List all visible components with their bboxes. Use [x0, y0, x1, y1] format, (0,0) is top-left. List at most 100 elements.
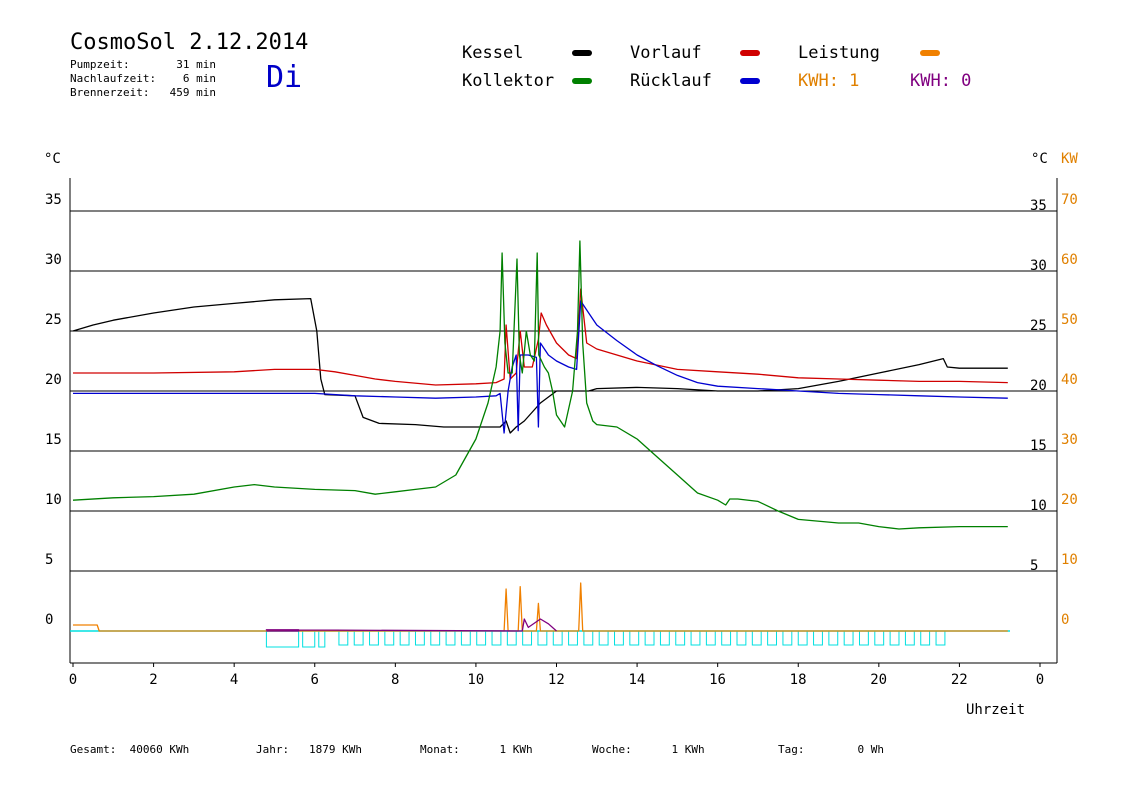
x-tick-label: 20 [870, 672, 888, 688]
baseline-pulse [537, 630, 548, 646]
stat-label: Pumpzeit: [70, 58, 130, 71]
y-tick-right-kw: 70 [1061, 192, 1078, 208]
baseline-pulse [583, 630, 594, 646]
right-axis-unit-c: °C [1031, 151, 1048, 167]
legend-kessel-swatch [572, 50, 592, 56]
series-kollektor [72, 240, 1008, 530]
weekday-label: Di [266, 60, 303, 95]
y-tick-right-c: 30 [1030, 258, 1047, 274]
baseline-pulse [522, 630, 533, 646]
legend-leistung-swatch [920, 50, 940, 56]
y-tick-left: 0 [45, 612, 54, 628]
y-tick-right-kw: 0 [1061, 612, 1070, 628]
x-tick-label: 18 [789, 672, 807, 688]
y-tick-left: 25 [45, 312, 62, 328]
baseline-pulse [782, 630, 793, 646]
footer-jahr: Jahr: 1879 KWh [256, 743, 362, 756]
baseline-pulse [318, 630, 326, 648]
footer-monat: Monat: 1 KWh [420, 743, 533, 756]
footer-value: 1 KWh [671, 743, 705, 756]
series-vorlauf [73, 288, 1008, 386]
x-tick-label: 0 [1035, 672, 1045, 688]
series-leistung [73, 582, 1008, 632]
baseline-pulse [858, 630, 869, 646]
series-lines [70, 240, 1010, 648]
baseline-pulse [767, 630, 777, 646]
y-tick-right-kw: 50 [1061, 312, 1078, 328]
y-tick-left: 10 [45, 492, 62, 508]
baseline-pulse [369, 630, 379, 646]
baseline-pulse [430, 630, 441, 646]
footer-value: 0 Wh [857, 743, 884, 756]
baseline-pulse [751, 630, 762, 646]
x-tick-label: 22 [950, 672, 968, 688]
y-tick-right-c: 20 [1030, 378, 1047, 394]
x-tick-label: 6 [310, 672, 319, 688]
baseline-pulse [552, 630, 563, 646]
footer-value: 1879 KWh [309, 743, 362, 756]
x-tick-label: 2 [149, 672, 158, 688]
legend-vorlauf-swatch [740, 50, 760, 56]
x-tick-label: 16 [709, 672, 726, 688]
stat-label: Nachlaufzeit: [70, 72, 157, 85]
baseline-pulse [659, 630, 670, 646]
y-tick-right-kw: 60 [1061, 252, 1078, 268]
x-tick-label: 14 [628, 672, 646, 688]
y-tick-right-kw: 20 [1061, 492, 1078, 508]
baseline-pulse [675, 630, 686, 646]
chart-title: CosmoSol 2.12.2014 [70, 30, 309, 55]
y-tick-right-c: 5 [1030, 558, 1039, 574]
legend-ruecklauf-label: Rücklauf [630, 71, 712, 91]
baseline-pulse [338, 630, 349, 646]
legend-kollektor-swatch [572, 78, 592, 84]
stat-value: 459 min [169, 86, 216, 99]
legend-kollektor-label: Kollektor [462, 71, 555, 91]
footer-label: Woche: [592, 743, 632, 756]
legend-kessel-label: Kessel [462, 43, 524, 63]
baseline-pulse [506, 630, 517, 646]
baseline-pulse [904, 630, 915, 646]
baseline-pulse [445, 630, 456, 646]
right-axis-unit-kw: KW [1061, 151, 1078, 167]
legend-leistung-label: Leistung [798, 43, 880, 63]
y-tick-right-kw: 30 [1061, 432, 1078, 448]
x-tick-label: 12 [547, 672, 565, 688]
footer-label: Monat: [420, 743, 460, 756]
series-kessel [72, 297, 1008, 434]
x-tick-label: 0 [68, 672, 78, 688]
series-r-cklauf [73, 300, 1008, 434]
footer-gesamt: Gesamt: 40060 KWh [70, 743, 189, 756]
baseline-pulse [644, 630, 655, 646]
baseline-pulse [568, 630, 578, 646]
baseline-pulse [690, 630, 701, 646]
stat-value: 6 min [182, 72, 216, 85]
baseline-pulse [460, 630, 471, 646]
footer-label: Jahr: [256, 743, 290, 756]
stat-value: 31 min [176, 58, 216, 71]
stat-label: Brennerzeit: [70, 86, 150, 99]
footer-value: 1 KWh [499, 743, 533, 756]
axes [69, 178, 1058, 667]
baseline-pulse [889, 630, 900, 646]
footer-label: Gesamt: [70, 743, 117, 756]
baseline-pulse [476, 630, 487, 646]
baseline-pulse [598, 630, 609, 646]
baseline-pulse [414, 630, 425, 646]
baseline-pulse [721, 630, 732, 646]
baseline-pulse [614, 630, 624, 646]
baseline-pulse [265, 630, 300, 648]
y-tick-left: 5 [45, 552, 54, 568]
baseline-pulse [491, 630, 502, 646]
y-tick-right-kw: 40 [1061, 372, 1078, 388]
baseline-pulse [384, 630, 395, 646]
footer-value: 40060 KWh [129, 743, 190, 756]
y-tick-right-kw: 10 [1061, 552, 1078, 568]
y-tick-left: 35 [45, 192, 62, 208]
stat-pumpzeit: Pumpzeit: 31 min [70, 58, 216, 71]
y-tick-right-c: 10 [1030, 498, 1047, 514]
x-tick-label: 10 [467, 672, 485, 688]
baseline-pulse [399, 630, 410, 646]
baseline-pulse [797, 630, 808, 646]
baseline-pulse [813, 630, 823, 646]
x-tick-label: 8 [391, 672, 400, 688]
